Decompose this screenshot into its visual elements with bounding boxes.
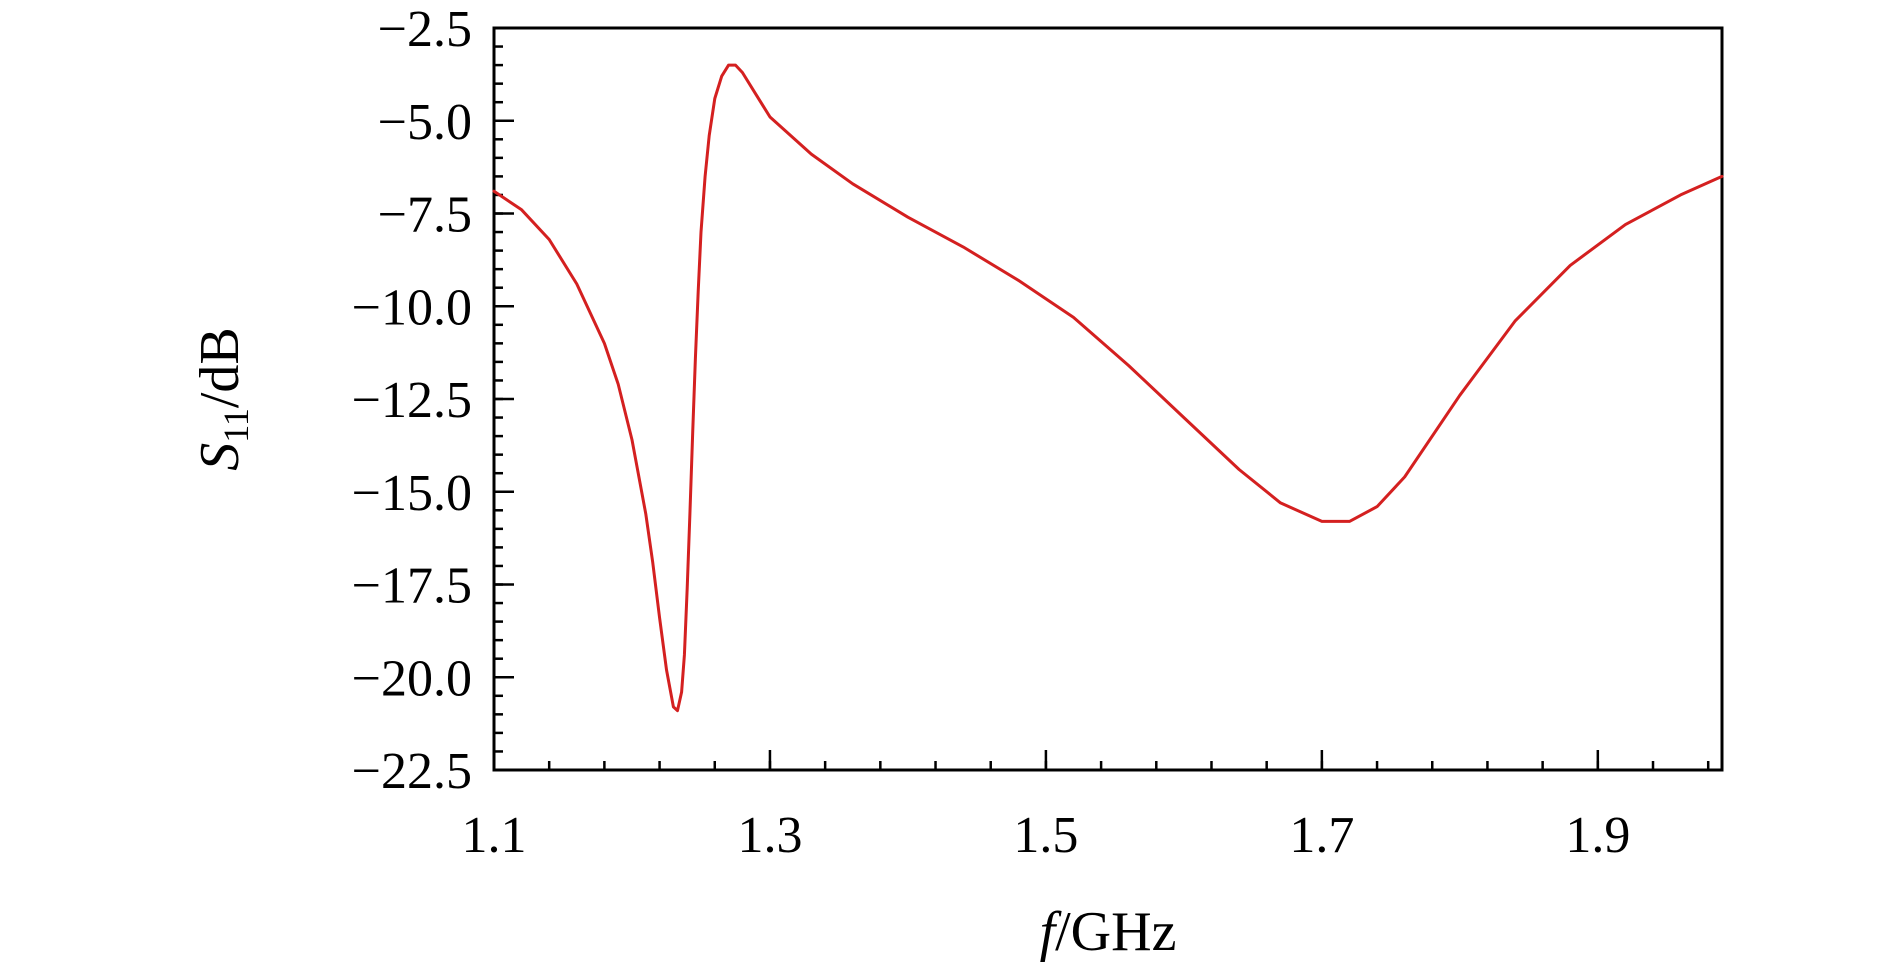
x-tick-label: 1.3 bbox=[737, 807, 802, 864]
y-tick-label: −12.5 bbox=[352, 372, 472, 429]
y-axis-unit: /dB bbox=[189, 327, 251, 408]
y-axis-sub: 11 bbox=[216, 408, 256, 443]
y-axis-var: S bbox=[189, 443, 251, 471]
y-tick-label: −17.5 bbox=[352, 558, 472, 615]
y-axis-label: S11/dB bbox=[189, 327, 256, 471]
x-axis-unit: /GHz bbox=[1055, 901, 1176, 962]
x-tick-label: 1.7 bbox=[1289, 807, 1354, 864]
y-tick-label: −10.0 bbox=[352, 279, 472, 336]
x-tick-label: 1.5 bbox=[1013, 807, 1078, 864]
y-tick-label: −5.0 bbox=[378, 94, 472, 151]
x-axis-label: f/GHz bbox=[1040, 901, 1177, 962]
axis-ticks bbox=[492, 26, 1710, 772]
y-tick-labels: −22.5 −20.0 −17.5 −15.0 −12.5 −10.0 −7.5 −5.0 −2… bbox=[352, 1, 472, 800]
y-tick-label: −2.5 bbox=[378, 1, 472, 58]
y-tick-label: −7.5 bbox=[378, 187, 472, 244]
series-line bbox=[492, 63, 1724, 713]
y-tick-label: −20.0 bbox=[352, 650, 472, 707]
y-tick-label: −15.0 bbox=[352, 465, 472, 522]
x-tick-labels: 1.1 1.3 1.5 1.7 1.9 bbox=[462, 807, 1631, 864]
y-tick-label: −22.5 bbox=[352, 743, 472, 800]
series-group bbox=[492, 63, 1724, 713]
plot-frame bbox=[492, 26, 1724, 772]
x-tick-label: 1.1 bbox=[462, 807, 527, 864]
x-tick-label: 1.9 bbox=[1565, 807, 1630, 864]
